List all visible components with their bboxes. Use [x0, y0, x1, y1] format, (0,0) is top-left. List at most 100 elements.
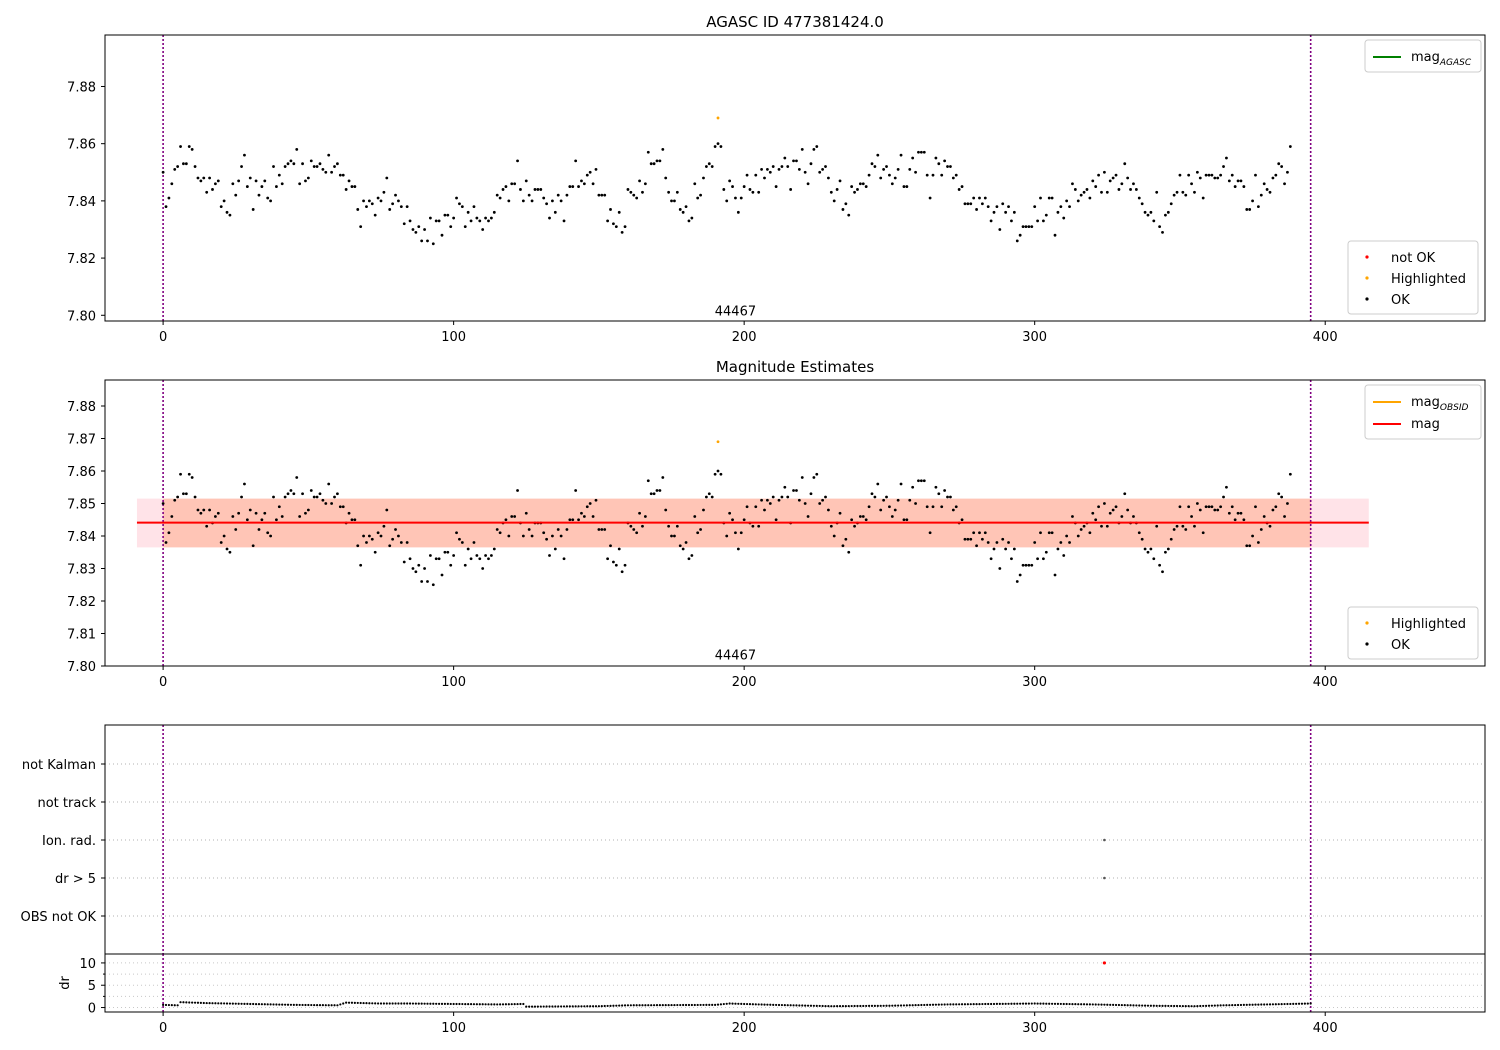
- ok-point: [632, 193, 636, 197]
- ok-point: [510, 182, 514, 186]
- dr-point: [801, 1004, 804, 1007]
- ok-point: [1068, 541, 1071, 544]
- ok-point: [983, 196, 987, 200]
- dr-point: [949, 1003, 952, 1006]
- ok-point: [649, 492, 653, 496]
- ok-point: [408, 557, 412, 561]
- ok-point: [1068, 205, 1071, 209]
- dr-point: [382, 1002, 386, 1005]
- ok-point: [1195, 170, 1199, 174]
- ok-point: [391, 537, 395, 541]
- dr-point: [350, 1001, 354, 1004]
- ok-point: [431, 583, 435, 587]
- ok-point: [858, 515, 862, 518]
- ok-point: [222, 534, 226, 538]
- ok-point: [556, 528, 560, 531]
- ok-point: [704, 165, 708, 168]
- ok-point: [574, 159, 578, 163]
- ok-point: [890, 515, 894, 518]
- ok-point: [925, 505, 929, 509]
- ok-point: [960, 518, 964, 522]
- ok-point: [1190, 515, 1193, 518]
- ok-point: [896, 498, 900, 502]
- dr-point: [214, 1002, 217, 1005]
- ok-point: [574, 489, 578, 492]
- dr-point: [873, 1004, 876, 1007]
- dr-point: [1295, 1002, 1298, 1005]
- ok-point: [809, 162, 813, 166]
- ok-point: [1245, 544, 1249, 548]
- ok-point: [766, 168, 769, 171]
- ok-point: [298, 182, 302, 186]
- dr-point: [844, 1004, 847, 1008]
- dr-point: [847, 1004, 850, 1008]
- ok-point: [739, 196, 743, 200]
- panel4-frame: [104, 953, 1486, 1013]
- ok-point: [1248, 544, 1252, 548]
- ok-point: [315, 495, 319, 499]
- ok-point: [678, 208, 682, 211]
- ok-point: [490, 554, 493, 557]
- ok-point: [492, 547, 496, 551]
- ok-point: [336, 162, 339, 166]
- dr-point: [679, 1003, 682, 1007]
- ok-point: [553, 547, 557, 551]
- ok-point: [1184, 528, 1188, 531]
- ok-point: [1120, 182, 1124, 186]
- ok-point: [306, 176, 310, 180]
- ok-point: [1242, 185, 1246, 188]
- ok-point: [437, 557, 441, 561]
- ok-point: [719, 472, 723, 476]
- ok-point: [388, 208, 392, 211]
- dr-point: [708, 1003, 711, 1006]
- ok-point: [481, 228, 485, 231]
- ok-point: [1239, 511, 1243, 515]
- dr-point: [629, 1004, 632, 1007]
- dr-point: [1071, 1003, 1074, 1006]
- ok-point: [797, 498, 801, 502]
- ok-point: [582, 515, 586, 518]
- ok-point: [182, 162, 185, 166]
- ok-point: [187, 145, 191, 148]
- dr-point: [652, 1004, 656, 1007]
- dr-point: [1161, 1004, 1164, 1007]
- ok-point: [1079, 528, 1083, 531]
- ok-point: [1094, 185, 1098, 188]
- ok-point: [687, 557, 691, 561]
- dr-point: [917, 1003, 920, 1007]
- ok-point: [243, 482, 246, 486]
- dr-point: [496, 1003, 499, 1006]
- ok-point: [841, 208, 845, 211]
- dr-point: [406, 1002, 409, 1005]
- ok-point: [568, 518, 572, 522]
- panel2-title: Magnitude Estimates: [716, 358, 874, 376]
- dr-point: [1254, 1003, 1257, 1006]
- ok-point: [1076, 534, 1080, 538]
- panel4-marks: [162, 954, 1312, 1012]
- dr-point: [1065, 1002, 1068, 1006]
- ok-point: [873, 165, 877, 168]
- dr-point: [164, 1003, 168, 1007]
- ok-point: [190, 148, 194, 151]
- ok-point: [626, 188, 630, 191]
- ok-point: [734, 531, 737, 535]
- dr-point: [1126, 1004, 1129, 1007]
- dr-point: [1274, 1003, 1277, 1006]
- category-label: not Kalman: [22, 758, 96, 773]
- ok-point: [333, 165, 336, 168]
- ok-point: [1158, 563, 1162, 567]
- ok-point: [161, 170, 165, 174]
- point-legend-label: Highlighted: [1391, 272, 1466, 287]
- ok-point: [658, 489, 662, 492]
- ok-point: [885, 495, 888, 499]
- dr-point: [1048, 1002, 1051, 1005]
- highlighted-point: [716, 440, 720, 444]
- dr-point: [748, 1003, 752, 1006]
- ok-point: [431, 242, 435, 246]
- dr-point: [856, 1004, 859, 1008]
- y-tick-label: 7.86: [67, 465, 96, 480]
- dr-point: [1080, 1003, 1083, 1006]
- ok-point: [1259, 528, 1263, 531]
- ok-point: [989, 557, 993, 561]
- ok-point: [704, 495, 708, 499]
